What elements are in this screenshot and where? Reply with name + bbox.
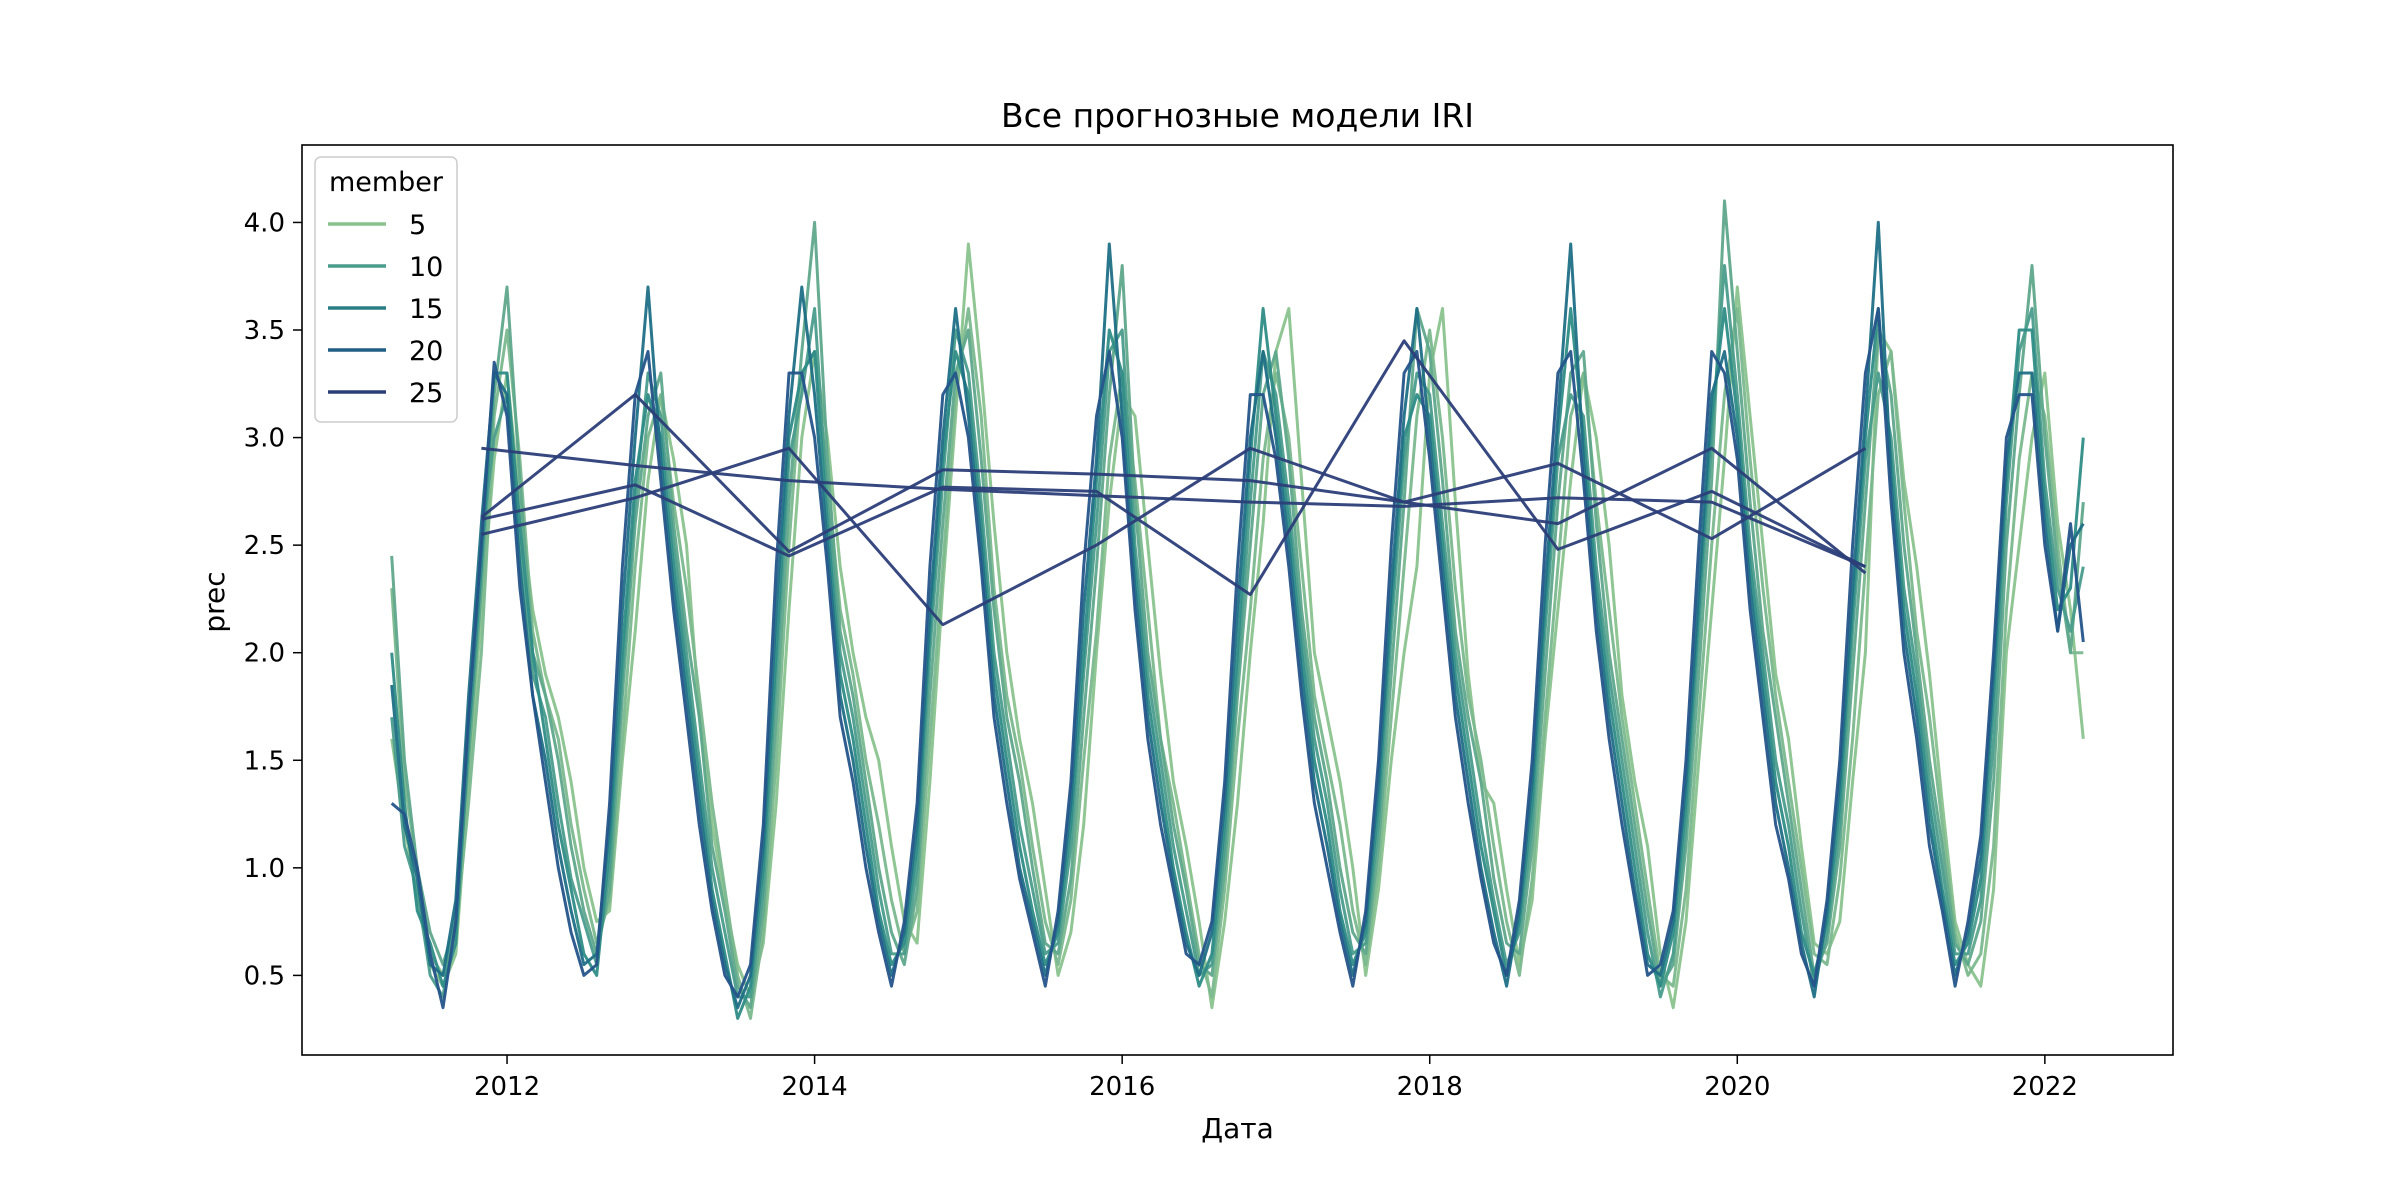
x-tick-label: 2014 [782,1072,848,1102]
y-tick-label: 3.5 [244,316,285,346]
x-tick-label: 2012 [474,1072,540,1102]
y-tick-label: 2.0 [244,639,285,669]
plot-series [390,199,2085,1020]
y-axis: 0.5 1.0 1.5 2.0 2.5 3.0 3.5 4.0 [244,208,302,991]
legend-entries: 5 10 15 20 25 [328,210,443,409]
series-line-6 [390,220,2085,1010]
y-axis-label: prec [198,571,231,632]
series-line-1 [390,242,2085,1010]
y-tick-label: 4.0 [244,208,285,238]
x-axis-label: Дата [1201,1112,1274,1145]
series-line-8 [481,446,1866,569]
chart-title: Все прогнозные модели IRI [1001,96,1474,135]
series-line-7 [390,307,2085,1010]
legend-label-20: 20 [409,336,443,367]
y-tick-label: 2.5 [244,531,285,561]
series-line-9 [480,393,1867,575]
y-tick-label: 3.0 [244,424,285,454]
x-tick-label: 2016 [1089,1072,1155,1102]
series-line-5 [390,307,2085,1020]
legend: member 5 10 15 20 25 [314,156,458,423]
legend-title: member [329,167,444,198]
x-axis: 2012 2014 2016 2018 2020 2022 [474,1055,2078,1102]
series-line-11 [481,339,1867,597]
y-tick-label: 0.5 [244,961,285,991]
series-line-10 [481,446,1867,627]
x-tick-label: 2022 [2012,1072,2078,1102]
legend-label-25: 25 [409,378,443,409]
y-tick-label: 1.5 [244,746,285,776]
x-tick-label: 2018 [1397,1072,1463,1102]
series-line-4 [390,264,2085,999]
legend-label-15: 15 [409,294,443,325]
legend-label-10: 10 [409,252,443,283]
x-tick-label: 2020 [1704,1072,1770,1102]
y-tick-label: 1.0 [244,854,285,884]
legend-label-5: 5 [409,210,426,241]
plot-frame [301,144,2174,1056]
series-line-3 [390,199,2085,1010]
